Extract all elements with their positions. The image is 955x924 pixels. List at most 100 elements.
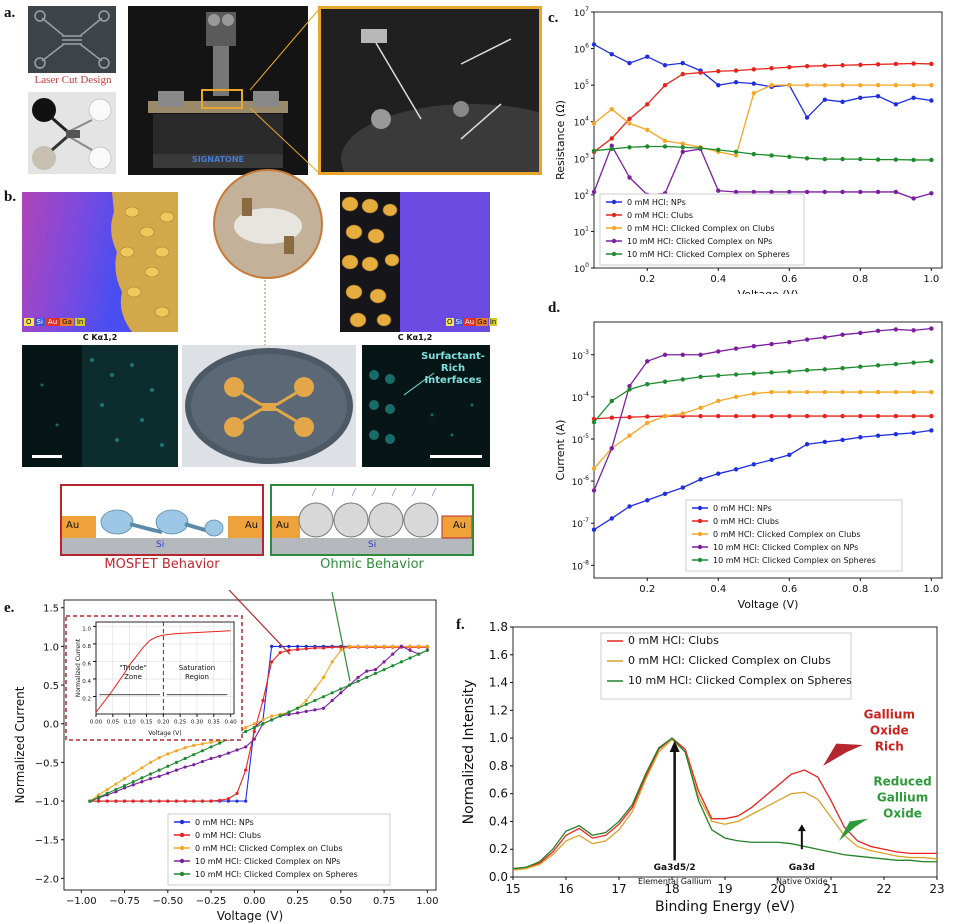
- legend-entry: 0 mM HCl: Clubs: [628, 634, 719, 647]
- y-tick-label: 0.8: [489, 759, 508, 773]
- triode-label: "Triode": [119, 664, 147, 672]
- legend-entry: 0 mM HCl: Clicked Complex on Clubs: [627, 224, 775, 233]
- data-point: [192, 753, 196, 757]
- data-point: [339, 687, 343, 691]
- data-point: [339, 645, 343, 649]
- data-point: [330, 660, 334, 664]
- data-point: [157, 774, 161, 778]
- x-tick-label: 0.00: [243, 896, 265, 907]
- panel-label-e: e.: [4, 600, 15, 616]
- data-point: [822, 97, 828, 102]
- data-point: [200, 760, 205, 764]
- data-point: [804, 63, 810, 69]
- data-point: [787, 339, 792, 345]
- legend-marker: [697, 557, 703, 563]
- data-point: [680, 485, 685, 490]
- inset-frame: [65, 615, 243, 741]
- x-axis-label: Voltage (V): [148, 730, 181, 737]
- series-line-1: [89, 646, 428, 802]
- ohmic-connector-arrow: [331, 591, 351, 682]
- x-tick-label: 0.2: [639, 584, 655, 595]
- y-tick-label: 10-5: [572, 433, 590, 446]
- data-point: [716, 147, 721, 153]
- data-point: [787, 154, 792, 159]
- data-point: [875, 413, 881, 419]
- data-point: [822, 63, 828, 68]
- series-line-4: [89, 649, 428, 802]
- data-point: [131, 799, 135, 803]
- data-point: [733, 68, 739, 73]
- data-point: [330, 691, 334, 695]
- legend-marker: [611, 251, 617, 257]
- data-point: [680, 145, 685, 150]
- x-tick-label: −0.75: [109, 896, 140, 907]
- data-point: [822, 389, 828, 395]
- y-tick-label: 1.0: [82, 626, 91, 632]
- data-point: [804, 156, 810, 161]
- data-point: [680, 411, 685, 416]
- data-point: [875, 389, 881, 395]
- data-point: [278, 714, 282, 718]
- y-tick-label: 1.0: [489, 731, 508, 745]
- data-point: [261, 722, 265, 726]
- data-point: [166, 752, 170, 756]
- legend-marker: [611, 238, 617, 244]
- ohmic-au-left: Au: [276, 520, 290, 531]
- probe-needles-icon: [321, 9, 539, 172]
- laser-cut-label: Laser Cut Design: [34, 74, 112, 86]
- data-point: [875, 433, 881, 438]
- ga-oxide-label: Ga3d: [789, 863, 815, 873]
- data-point: [733, 149, 739, 155]
- x-tick-label: 15: [505, 882, 520, 896]
- x-tick-label: 1.0: [923, 584, 939, 595]
- data-point: [140, 776, 144, 780]
- data-point: [252, 729, 256, 734]
- elemental-arrowhead: [669, 740, 680, 752]
- y-tick-label: 105: [574, 79, 589, 92]
- data-point: [226, 799, 230, 803]
- y-tick-label: 1.6: [489, 648, 508, 662]
- legend-marker: [179, 845, 185, 851]
- data-point: [662, 379, 668, 384]
- series-line-0: [593, 429, 932, 531]
- data-point: [382, 668, 386, 672]
- data-point: [313, 698, 317, 703]
- legend-entry: 10 mM HCl: Clicked Complex on Spheres: [628, 674, 852, 687]
- data-point: [174, 760, 179, 764]
- data-point: [157, 756, 161, 760]
- data-point: [287, 644, 291, 648]
- data-point: [209, 745, 213, 749]
- probe-station-icon: [128, 6, 308, 175]
- oxide-rich-label: Oxide: [870, 724, 909, 738]
- data-point: [662, 138, 668, 144]
- data-point: [321, 675, 326, 679]
- data-point: [751, 462, 756, 467]
- data-point: [929, 82, 934, 88]
- x-tick-label: 0.25: [286, 896, 308, 907]
- data-point: [244, 768, 248, 772]
- x-tick-label: 0.00: [90, 720, 103, 726]
- data-point: [680, 71, 685, 77]
- data-point: [591, 527, 597, 532]
- data-point: [609, 136, 614, 141]
- data-point: [591, 466, 597, 471]
- data-point: [270, 718, 274, 722]
- legend-ga: Ga: [60, 318, 74, 326]
- probe-closeup-photo: [318, 6, 542, 175]
- plot-frame: [593, 11, 943, 269]
- data-point: [680, 352, 685, 357]
- data-point: [391, 664, 395, 668]
- ohmic-au-right: Au: [452, 520, 466, 531]
- data-point: [157, 768, 161, 772]
- data-point: [365, 675, 369, 679]
- y-tick-label: 0.4: [82, 679, 91, 685]
- data-point: [609, 446, 614, 451]
- data-point: [304, 644, 308, 648]
- data-point: [875, 157, 881, 162]
- data-point: [875, 93, 881, 99]
- data-point: [733, 153, 739, 158]
- x-tick-label: 0.4: [710, 274, 726, 285]
- data-point: [929, 61, 934, 67]
- wafer-photo: [182, 345, 356, 467]
- data-point: [662, 144, 668, 149]
